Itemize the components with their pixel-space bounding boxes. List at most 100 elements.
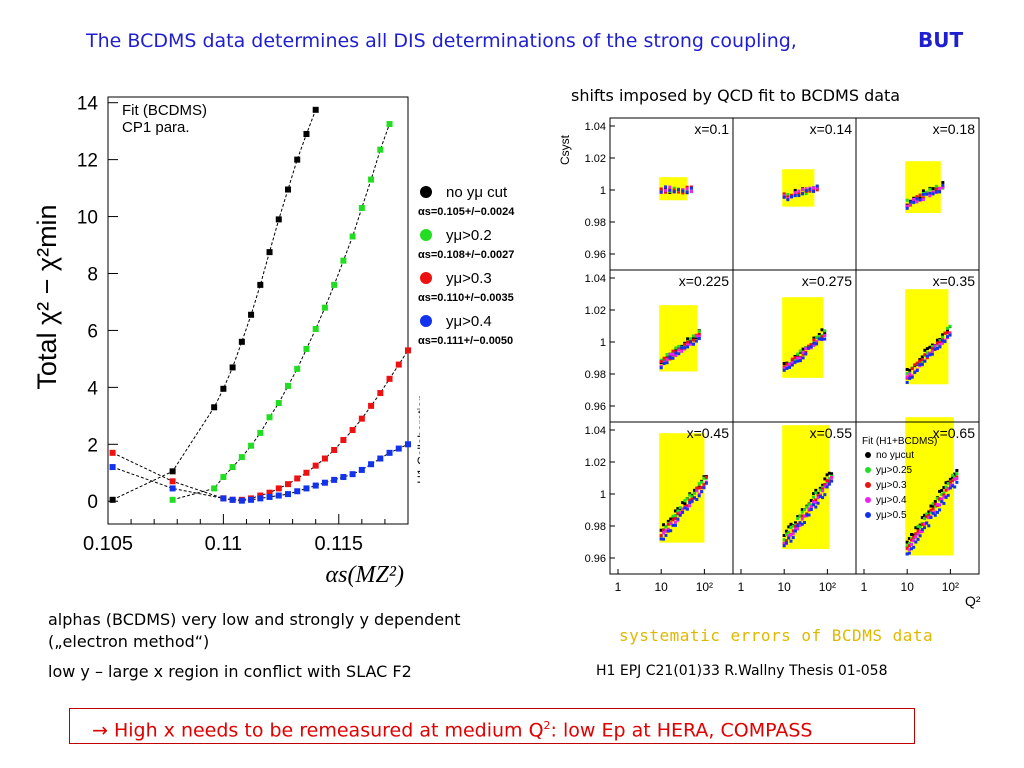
- shift-point: [812, 336, 816, 340]
- shift-point: [830, 476, 834, 480]
- shift-point: [817, 334, 821, 338]
- shift-point: [812, 500, 816, 504]
- data-point: [303, 485, 310, 492]
- legend-result: αs=0.111+/−0.0050: [418, 335, 513, 347]
- shift-point: [689, 340, 693, 344]
- data-point: [266, 249, 273, 256]
- shift-point: [931, 507, 935, 511]
- shift-point: [800, 522, 804, 526]
- shift-point: [910, 536, 914, 540]
- shift-point: [920, 516, 924, 520]
- shift-point: [935, 510, 939, 514]
- shift-point: [821, 483, 825, 487]
- shift-point: [801, 352, 805, 356]
- y-tick-label: 4: [87, 378, 98, 399]
- shift-point: [673, 514, 677, 518]
- panel-label: x=0.45: [687, 425, 730, 441]
- data-point: [257, 495, 264, 502]
- shift-point: [697, 486, 701, 490]
- shift-point: [787, 534, 791, 538]
- x-axis-label: Q²: [965, 593, 981, 609]
- shift-point: [905, 540, 909, 544]
- data-point: [395, 445, 402, 452]
- shift-point: [691, 342, 695, 346]
- shift-point: [918, 193, 922, 197]
- legend-label: yμ>0.25: [876, 465, 913, 476]
- data-point: [169, 485, 176, 492]
- data-point: [303, 345, 310, 352]
- shift-point: [929, 510, 933, 514]
- shift-point: [930, 345, 934, 349]
- shift-point: [821, 489, 825, 493]
- shift-point: [700, 490, 704, 494]
- shift-point: [691, 334, 695, 338]
- data-point: [358, 415, 365, 422]
- panel-label: x=0.55: [810, 425, 853, 441]
- shift-point: [691, 336, 695, 340]
- shift-point: [798, 514, 802, 518]
- shift-point: [918, 363, 922, 367]
- shift-point: [908, 372, 912, 376]
- shift-point: [668, 185, 672, 189]
- shift-point: [665, 358, 669, 362]
- shift-point: [793, 191, 797, 195]
- shift-point: [948, 486, 952, 490]
- shift-point: [662, 537, 666, 541]
- shift-point: [912, 533, 916, 537]
- shift-point: [804, 187, 808, 191]
- shift-point: [801, 191, 805, 195]
- data-point: [285, 481, 291, 488]
- shift-point: [916, 526, 920, 530]
- shift-point: [905, 380, 909, 384]
- data-point: [238, 497, 245, 504]
- shift-point: [678, 511, 682, 515]
- shift-point: [676, 517, 680, 521]
- systematic-shifts-grid: Csyst x=0.1 0.96 0.98 1 1.02 1.04 x=0.14 x=0.18 x…: [558, 117, 981, 609]
- shift-point: [910, 375, 914, 379]
- data-point: [285, 491, 291, 498]
- shift-point: [674, 351, 678, 355]
- shift-point: [922, 522, 926, 526]
- shift-point: [929, 504, 933, 508]
- shift-point: [697, 494, 701, 498]
- shift-point: [915, 200, 919, 204]
- shift-point: [791, 524, 795, 528]
- shift-point: [806, 346, 810, 350]
- plot-frame: [107, 96, 409, 525]
- y-tick-label: 10: [77, 208, 98, 229]
- shift-point: [662, 361, 666, 365]
- shift-point: [798, 357, 802, 361]
- shift-point: [929, 508, 933, 512]
- shift-point: [940, 497, 944, 501]
- x-tick-label: 10²: [696, 580, 713, 594]
- shift-point: [662, 356, 666, 360]
- shift-point: [685, 187, 689, 191]
- shift-point: [782, 368, 786, 372]
- legend-label: yμ>0.5: [876, 510, 907, 521]
- shift-point: [672, 186, 676, 190]
- shift-point: [946, 487, 950, 491]
- shift-point: [809, 343, 813, 347]
- data-point: [349, 233, 356, 240]
- legend-marker: [865, 482, 871, 488]
- shift-point: [789, 522, 793, 526]
- shift-point: [946, 326, 950, 330]
- shift-point: [789, 526, 793, 530]
- shift-point: [908, 368, 912, 372]
- legend-label: yμ>0.3: [446, 270, 492, 287]
- data-point: [211, 485, 218, 492]
- data-point: [312, 326, 319, 333]
- shift-point: [907, 548, 911, 552]
- x-tick-label: 0.105: [83, 533, 133, 555]
- shift-point: [695, 498, 699, 502]
- legend-marker: [865, 512, 871, 518]
- data-point: [266, 489, 273, 496]
- shift-point: [664, 185, 668, 189]
- shift-point: [807, 513, 811, 517]
- shifts-caption: shifts imposed by QCD fit to BCDMS data: [571, 86, 901, 105]
- shift-point: [692, 496, 696, 500]
- shift-point: [796, 522, 800, 526]
- shift-point: [789, 533, 793, 537]
- data-point: [368, 402, 375, 409]
- shift-point: [815, 186, 819, 190]
